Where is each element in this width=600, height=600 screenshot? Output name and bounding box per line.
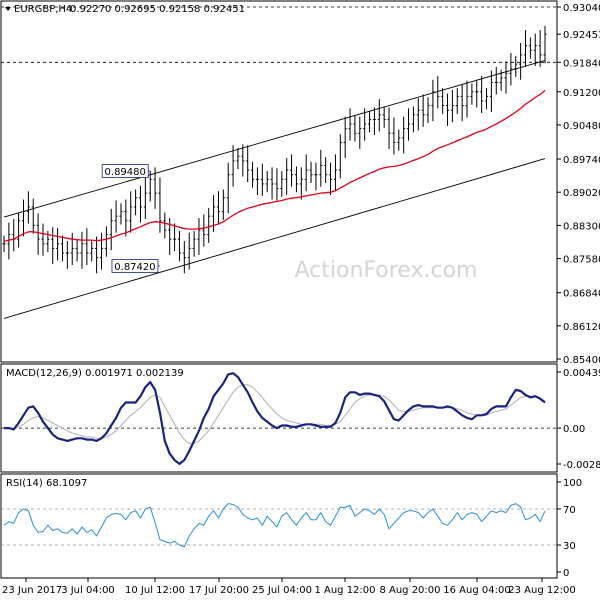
rsi-axis-label: 0 <box>563 568 569 579</box>
x-axis-label: 23 Jun 2017 <box>2 585 62 596</box>
x-axis-label: 10 Jul 12:00 <box>125 585 185 596</box>
moving-average-line <box>3 89 546 243</box>
x-axis-label: 25 Jul 04:00 <box>252 585 312 596</box>
price-annotation-label: 0.87420 <box>114 262 155 273</box>
watermark: ActionForex.com <box>295 258 478 283</box>
macd-axis-label: -0.002809 <box>563 460 600 471</box>
rsi-axis-label: 30 <box>563 541 576 552</box>
channel-line-lower <box>3 158 546 319</box>
chart-header: EURGBP,H4 0.92270 0.92695 0.92158 0.9245… <box>5 4 245 15</box>
x-axis-label: 23 Aug 12:00 <box>508 585 575 596</box>
x-axis-label: 3 Jul 04:00 <box>61 585 115 596</box>
dropdown-triangle-icon[interactable] <box>5 7 11 11</box>
symbol-label: EURGBP,H4 <box>14 4 72 15</box>
macd-axis-label: 0.00 <box>563 424 585 435</box>
x-axis: 23 Jun 2017 3 Jul 04:00 10 Jul 12:00 17 Jul… <box>2 578 576 596</box>
macd-title: MACD(12,26,9) 0.001971 0.002139 <box>6 368 184 379</box>
macd-panel: 0.00439 0.00 -0.002809 MACD(12,26,9) 0.0019… <box>1 368 600 471</box>
price-annotation-label: 0.89480 <box>105 167 146 178</box>
rsi-line <box>3 503 546 548</box>
x-axis-label: 8 Aug 20:00 <box>379 585 440 596</box>
price-panel-frame <box>0 0 558 363</box>
rsi-panel-frame <box>0 473 558 579</box>
macd-line <box>4 372 546 465</box>
x-axis-label: 17 Jul 20:00 <box>189 585 249 596</box>
x-axis-label: 1 Aug 12:00 <box>314 585 375 596</box>
x-axis-label: 16 Aug 04:00 <box>443 585 510 596</box>
rsi-panel: 100 70 30 0 RSI(14) 68.1097 <box>1 478 582 579</box>
macd-panel-frame <box>0 363 558 473</box>
rsi-axis-label: 70 <box>563 505 576 516</box>
rsi-title: RSI(14) 68.1097 <box>6 478 87 489</box>
macd-signal-line <box>4 384 546 444</box>
panel-frames <box>0 0 558 579</box>
channel-line-upper <box>3 60 546 218</box>
ohlc-label: 0.92270 0.92695 0.92158 0.92451 <box>70 4 245 15</box>
macd-axis-label: 0.00439 <box>563 368 600 379</box>
price-axis-label: 0.92451 <box>563 30 600 41</box>
price-bars <box>2 25 547 274</box>
rsi-axis-label: 100 <box>563 478 582 489</box>
